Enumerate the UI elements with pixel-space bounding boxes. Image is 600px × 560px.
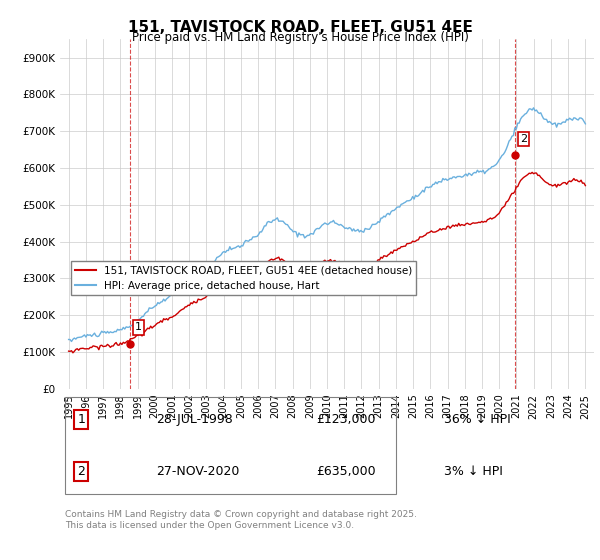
Text: 1: 1 — [77, 413, 85, 426]
Text: Price paid vs. HM Land Registry's House Price Index (HPI): Price paid vs. HM Land Registry's House … — [131, 31, 469, 44]
Text: 36% ↓ HPI: 36% ↓ HPI — [445, 413, 511, 426]
Text: 28-JUL-1998: 28-JUL-1998 — [156, 413, 233, 426]
Legend: 151, TAVISTOCK ROAD, FLEET, GU51 4EE (detached house), HPI: Average price, detac: 151, TAVISTOCK ROAD, FLEET, GU51 4EE (de… — [71, 261, 416, 295]
Text: Contains HM Land Registry data © Crown copyright and database right 2025.
This d: Contains HM Land Registry data © Crown c… — [65, 510, 417, 530]
Text: 1: 1 — [135, 323, 142, 333]
Text: 151, TAVISTOCK ROAD, FLEET, GU51 4EE: 151, TAVISTOCK ROAD, FLEET, GU51 4EE — [128, 20, 472, 35]
Text: 3% ↓ HPI: 3% ↓ HPI — [445, 465, 503, 478]
Text: 27-NOV-2020: 27-NOV-2020 — [156, 465, 239, 478]
Text: £635,000: £635,000 — [316, 465, 376, 478]
Text: 2: 2 — [520, 134, 527, 144]
Text: 2: 2 — [77, 465, 85, 478]
Text: £123,000: £123,000 — [316, 413, 376, 426]
